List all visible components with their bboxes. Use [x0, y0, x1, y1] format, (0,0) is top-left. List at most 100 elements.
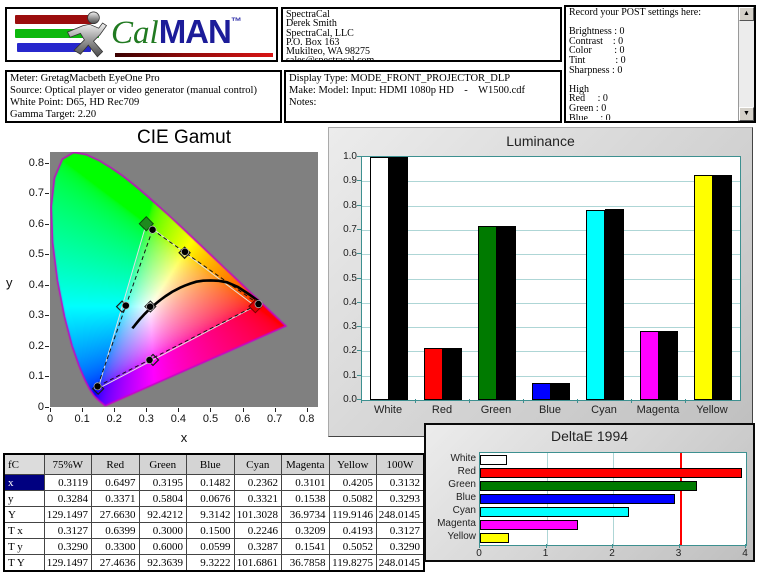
- table-cell[interactable]: 0.5082: [328, 490, 377, 507]
- table-cell[interactable]: 0.3321: [233, 490, 282, 507]
- table-cell[interactable]: 0.3293: [376, 490, 425, 507]
- table-cell[interactable]: 0.3290: [376, 538, 425, 555]
- axis-tick: 0: [46, 413, 54, 425]
- table-cell[interactable]: 248.0145: [376, 554, 425, 572]
- axis-tick: 0.5: [28, 248, 44, 261]
- gridline: [362, 278, 740, 280]
- table-cell[interactable]: 0.1482: [186, 474, 235, 491]
- post-settings-text[interactable]: Record your POST settings here: Brightne…: [569, 8, 736, 120]
- table-cell[interactable]: 0.3290: [43, 538, 92, 555]
- scroll-down-icon[interactable]: ▼: [739, 107, 754, 121]
- table-cell[interactable]: 0.4205: [328, 474, 377, 491]
- axis-tick: 0: [37, 401, 44, 413]
- table-cell[interactable]: 0.3127: [376, 522, 425, 539]
- table-cell[interactable]: 9.3222: [186, 554, 235, 572]
- table-cell[interactable]: 0.5052: [328, 538, 377, 555]
- cie-horseshoe: [50, 152, 318, 407]
- table-cell[interactable]: 0.3101: [281, 474, 330, 491]
- table-cell[interactable]: 248.0145: [376, 506, 425, 523]
- table-cell[interactable]: 92.3639: [138, 554, 187, 572]
- table-cell[interactable]: 0.6000: [138, 538, 187, 555]
- logo-blue-bar: [17, 43, 91, 52]
- table-cell[interactable]: 0.3287: [233, 538, 282, 555]
- running-man-icon: [66, 11, 108, 58]
- axis-tick: 0.2: [106, 413, 122, 425]
- table-cell[interactable]: 0.1538: [281, 490, 330, 507]
- category-label: Cyan: [452, 504, 476, 516]
- axis-tick: [357, 204, 361, 206]
- text-line: SpectraCal, LLC: [286, 27, 354, 39]
- row-label-t-y[interactable]: T Y: [3, 554, 45, 572]
- table-cell[interactable]: 129.1497: [43, 554, 92, 572]
- axis-tick: [361, 399, 362, 403]
- table-cell[interactable]: 0.2362: [233, 474, 282, 491]
- scrollbar[interactable]: ▲ ▼: [738, 7, 754, 121]
- table-cell[interactable]: 0.3000: [138, 522, 187, 539]
- axis-tick: 0.4: [343, 296, 357, 308]
- table-cell[interactable]: 92.4212: [138, 506, 187, 523]
- table-cell[interactable]: 9.3142: [186, 506, 235, 523]
- column-header: Blue: [186, 453, 235, 475]
- cie-x-axis-label: x: [180, 430, 188, 445]
- axis-tick: [357, 301, 361, 303]
- axis-tick: [415, 399, 416, 403]
- category-label: Yellow: [447, 530, 476, 542]
- text-line: Make: Model: Input: HDMI 1080p HD - W150…: [289, 85, 526, 96]
- axis-tick: [357, 156, 361, 157]
- row-label-x[interactable]: x: [3, 474, 45, 491]
- table-cell[interactable]: 0.0676: [186, 490, 235, 507]
- column-header: Magenta: [281, 453, 330, 475]
- table-cell[interactable]: 129.1497: [43, 506, 92, 523]
- table-cell[interactable]: 0.2246: [233, 522, 282, 539]
- table-cell[interactable]: 36.9734: [281, 506, 330, 523]
- axis-tick: [274, 408, 276, 412]
- table-cell[interactable]: 0.3209: [281, 522, 330, 539]
- row-label-t-y[interactable]: T y: [3, 538, 45, 555]
- axis-tick: 0: [476, 548, 482, 559]
- table-cell[interactable]: 0.4193: [328, 522, 377, 539]
- axis-tick: 0.6: [28, 217, 44, 230]
- table-cell[interactable]: 119.8275: [328, 554, 377, 572]
- axis-tick: 3: [675, 548, 682, 559]
- table-cell[interactable]: 119.9146: [328, 506, 377, 523]
- luminance-plot-area: [361, 156, 741, 401]
- axis-tick: 4: [742, 548, 748, 559]
- table-cell[interactable]: 0.3371: [91, 490, 140, 507]
- axis-tick: [178, 408, 180, 412]
- table-cell[interactable]: 0.1541: [281, 538, 330, 555]
- table-cell[interactable]: 0.5804: [138, 490, 187, 507]
- text-line: sales@spectracal.com: [286, 55, 375, 62]
- table-cell[interactable]: 0.6399: [91, 522, 140, 539]
- table-cell[interactable]: 0.3300: [91, 538, 140, 555]
- logo-trademark: ™: [230, 16, 242, 28]
- axis-tick: [45, 407, 49, 408]
- row-label-y[interactable]: Y: [3, 506, 45, 523]
- row-label-y[interactable]: y: [3, 490, 45, 507]
- table-cell[interactable]: 27.4636: [91, 554, 140, 572]
- table-cell[interactable]: 27.6630: [91, 506, 140, 523]
- table-cell[interactable]: 0.1500: [186, 522, 235, 539]
- row-label-t-x[interactable]: T x: [3, 522, 45, 539]
- table-cell[interactable]: 0.3195: [138, 474, 187, 491]
- axis-tick: 0.0: [343, 394, 357, 405]
- axis-tick: 1: [542, 548, 549, 559]
- axis-tick: [45, 223, 49, 225]
- table-cell[interactable]: 36.7858: [281, 554, 330, 572]
- table-cell[interactable]: 0.6497: [91, 474, 140, 491]
- category-label: Blue: [538, 404, 562, 416]
- axis-tick: [357, 326, 361, 328]
- text-line: Display Type: MODE_FRONT_PROJECTOR_DLP: [289, 73, 511, 84]
- table-cell[interactable]: 0.3119: [43, 474, 92, 491]
- scroll-up-icon[interactable]: ▲: [739, 7, 754, 21]
- deltae-bar-blue: [480, 493, 675, 504]
- axis-tick: [745, 544, 746, 548]
- table-cell[interactable]: 0.3127: [43, 522, 92, 539]
- table-cell[interactable]: 0.3284: [43, 490, 92, 507]
- logo-red-bar: [15, 15, 93, 24]
- cie-gamut-overlay: [91, 216, 263, 396]
- table-cell[interactable]: 101.6861: [233, 554, 282, 572]
- axis-tick: [45, 315, 49, 317]
- table-cell[interactable]: 0.3132: [376, 474, 425, 491]
- table-cell[interactable]: 101.3028: [233, 506, 282, 523]
- table-cell[interactable]: 0.0599: [186, 538, 235, 555]
